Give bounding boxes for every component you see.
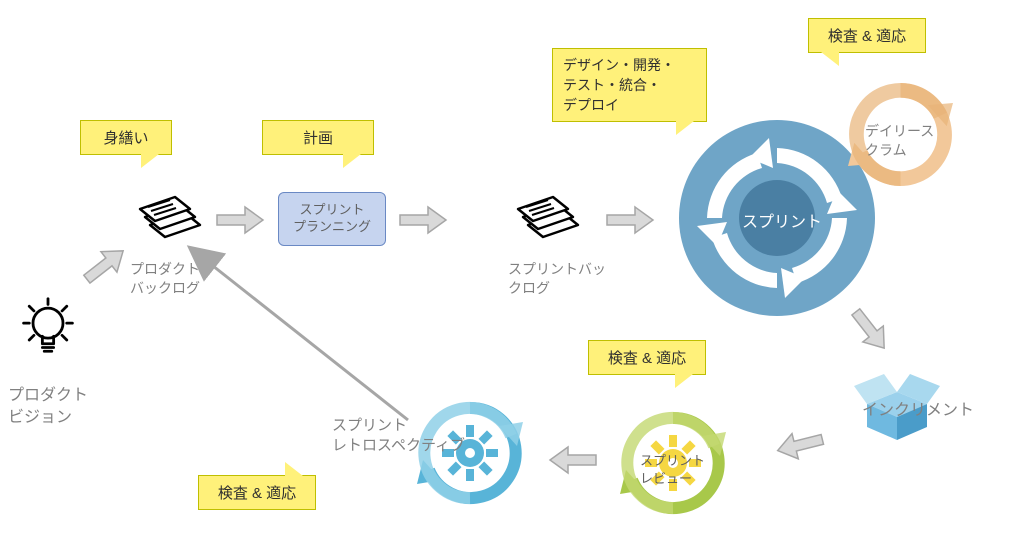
lightbulb-icon bbox=[18, 295, 78, 370]
daily-scrum-label: デイリース クラム bbox=[865, 122, 934, 160]
product-vision-label: プロダクト ビジョン bbox=[8, 385, 88, 428]
callout-inspect-2-text: 検査 & 適応 bbox=[608, 350, 686, 367]
arrow-review-to-retro bbox=[548, 445, 598, 475]
sprint-retro-label: スプリント レトロスペクティブ bbox=[332, 416, 465, 457]
product-backlog-label: プロダクト バックログ bbox=[130, 260, 200, 298]
sprint-planning-box: スプリント プランニング bbox=[278, 192, 386, 246]
sprint-backlog-icon bbox=[508, 185, 588, 255]
callout-dev-text: デザイン・開発・ テスト・統合・ デプロイ bbox=[563, 57, 675, 113]
arrow-sprintbacklog-to-sprint bbox=[605, 205, 655, 235]
callout-inspect-2: 検査 & 適応 bbox=[588, 340, 706, 375]
sprint-planning-text: スプリント プランニング bbox=[293, 202, 371, 236]
callout-grooming-text: 身繕い bbox=[103, 130, 148, 147]
increment-label: インクリメント bbox=[862, 400, 974, 422]
callout-dev: デザイン・開発・ テスト・統合・ デプロイ bbox=[552, 48, 707, 122]
sprint-review-label: スプリント レビュー bbox=[640, 452, 705, 487]
arrow-vision-to-backlog bbox=[76, 238, 134, 292]
callout-inspect-3: 検査 & 適応 bbox=[198, 475, 316, 510]
callout-inspect-3-text: 検査 & 適応 bbox=[218, 485, 296, 502]
arrow-planning-to-sprintbacklog bbox=[398, 205, 448, 235]
sprint-backlog-label: スプリントバッ クログ bbox=[508, 260, 606, 298]
product-backlog-icon bbox=[130, 185, 210, 255]
sprint-label: スプリント bbox=[742, 208, 822, 232]
callout-inspect-1-text: 検査 & 適応 bbox=[828, 28, 906, 45]
arrow-increment-to-review bbox=[772, 424, 828, 465]
callout-plan-text: 計画 bbox=[303, 130, 333, 147]
callout-inspect-1: 検査 & 適応 bbox=[808, 18, 926, 53]
callout-grooming: 身繕い bbox=[80, 120, 172, 155]
arrow-backlog-to-planning bbox=[215, 205, 265, 235]
callout-plan: 計画 bbox=[262, 120, 374, 155]
